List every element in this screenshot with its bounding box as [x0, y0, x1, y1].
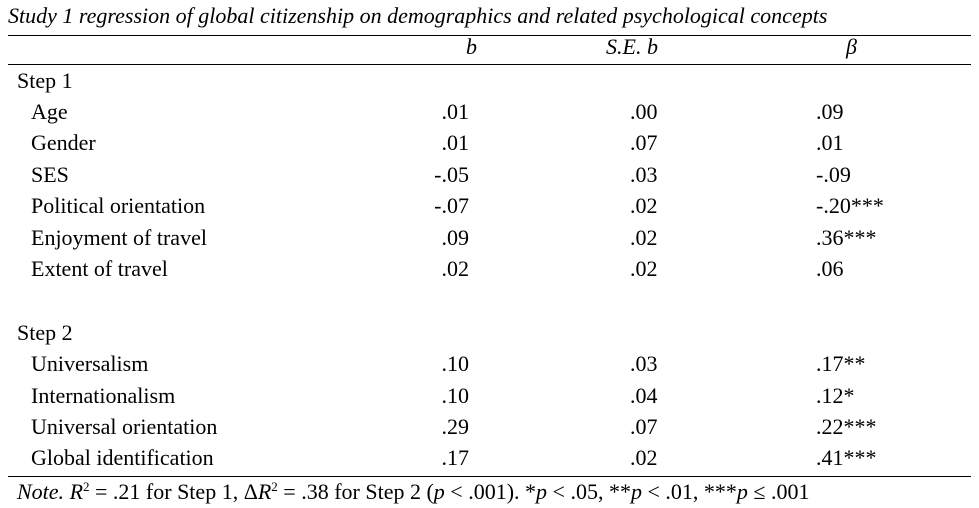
- p-symbol: p: [536, 479, 548, 504]
- bottom-rule: [8, 476, 971, 477]
- cell-se: .02: [630, 445, 658, 470]
- step-1-row: Step 1: [0, 65, 979, 96]
- cell-beta: .12*: [816, 383, 855, 408]
- table-row: Age .01 .00 .09: [0, 96, 979, 127]
- p-symbol: p: [433, 479, 445, 504]
- cell-se: .03: [630, 351, 658, 376]
- cell-b: .02: [441, 256, 470, 281]
- cell-beta: .41***: [816, 445, 877, 470]
- note-text-4: < .05, **: [547, 479, 631, 504]
- note-text-1: = .21 for Step 1, Δ: [89, 479, 258, 504]
- header-se-b: S.E. b: [606, 34, 658, 59]
- cell-b: .29: [441, 414, 470, 439]
- note-lead: Note.: [17, 479, 65, 504]
- note-text-2: = .38 for Step 2 (: [277, 479, 434, 504]
- cell-se: .02: [630, 225, 658, 250]
- note-text-3: < .001). *: [444, 479, 537, 504]
- row-label: Age: [31, 99, 68, 124]
- note-text-6: ≤ .001: [747, 479, 810, 504]
- cell-b: -.07: [434, 193, 469, 218]
- cell-se: .07: [630, 414, 658, 439]
- cell-b: .09: [441, 225, 470, 250]
- cell-b: .17: [441, 445, 470, 470]
- table-title: Study 1 regression of global citizenship…: [8, 3, 828, 28]
- table-row: SES -.05 .03 -.09: [0, 159, 979, 190]
- row-label: Gender: [31, 130, 96, 155]
- cell-beta: .17**: [816, 351, 866, 376]
- step-2-row: Step 2: [0, 317, 979, 348]
- cell-b: -.05: [434, 162, 469, 187]
- cell-b: .10: [441, 351, 470, 376]
- header-beta: β: [846, 34, 857, 59]
- header-b: b: [466, 34, 477, 59]
- cell-b: .10: [441, 383, 470, 408]
- delta-r-symbol: R: [257, 479, 272, 504]
- cell-se: .04: [630, 383, 658, 408]
- cell-se: .07: [630, 130, 658, 155]
- row-label: Internationalism: [31, 383, 176, 408]
- cell-beta: -.20***: [816, 193, 884, 218]
- r-squared-symbol: R: [69, 479, 84, 504]
- table-row: Internationalism .10 .04 .12*: [0, 380, 979, 411]
- table-row: Universal orientation .29 .07 .22***: [0, 411, 979, 442]
- cell-beta: .36***: [816, 225, 877, 250]
- row-label: Universalism: [31, 351, 149, 376]
- p-symbol: p: [630, 479, 642, 504]
- cell-se: .02: [630, 256, 658, 281]
- cell-beta: .09: [816, 99, 844, 124]
- table-row: Political orientation -.07 .02 -.20***: [0, 190, 979, 221]
- cell-beta: .06: [816, 256, 844, 281]
- r-squared-sup: 2: [83, 479, 90, 494]
- table-row: Extent of travel .02 .02 .06: [0, 253, 979, 284]
- table-note: Note. R2 = .21 for Step 1, ΔR2 = .38 for…: [17, 476, 809, 507]
- row-label: Political orientation: [31, 193, 206, 218]
- row-label: Enjoyment of travel: [31, 225, 207, 250]
- cell-se: .00: [630, 99, 658, 124]
- cell-se: .03: [630, 162, 658, 187]
- row-label: Extent of travel: [31, 256, 168, 281]
- delta-r-sup: 2: [271, 479, 278, 494]
- cell-b: .01: [441, 99, 470, 124]
- cell-beta: -.09: [816, 162, 851, 187]
- table-row: Gender .01 .07 .01: [0, 127, 979, 158]
- header-rule: [8, 64, 971, 65]
- top-rule: [8, 35, 971, 36]
- table-row: Enjoyment of travel .09 .02 .36***: [0, 222, 979, 253]
- row-label: Universal orientation: [31, 414, 218, 439]
- table-row: Global identification .17 .02 .41***: [0, 442, 979, 473]
- note-text-5: < .01, ***: [641, 479, 737, 504]
- cell-beta: .22***: [816, 414, 877, 439]
- p-symbol: p: [736, 479, 748, 504]
- row-label: Global identification: [31, 445, 214, 470]
- step-1-label: Step 1: [17, 68, 73, 93]
- cell-se: .02: [630, 193, 658, 218]
- cell-beta: .01: [816, 130, 844, 155]
- step-2-label: Step 2: [17, 320, 73, 345]
- table-row: Universalism .10 .03 .17**: [0, 348, 979, 379]
- row-label: SES: [31, 162, 69, 187]
- cell-b: .01: [441, 130, 470, 155]
